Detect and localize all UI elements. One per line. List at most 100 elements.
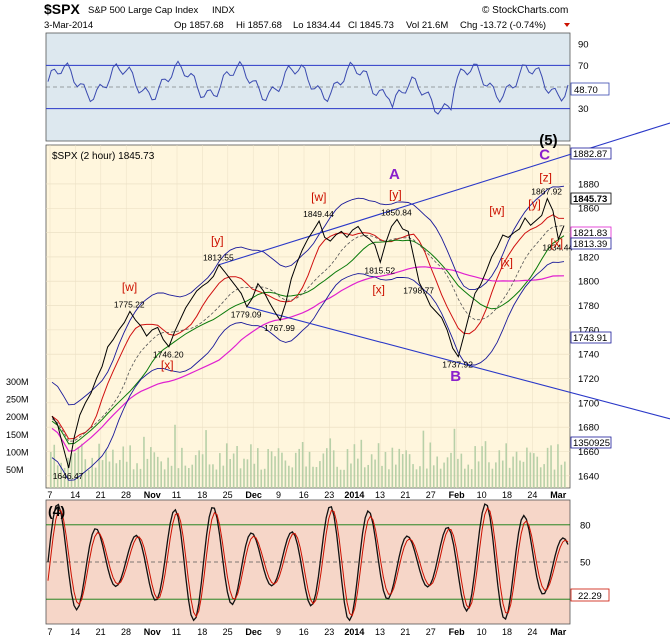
x-tick-label: 24: [527, 490, 537, 500]
volume-bar: [181, 447, 183, 488]
volume-bar: [539, 467, 542, 488]
price-tick-label: 1760: [578, 325, 599, 336]
volume-bar: [198, 450, 200, 488]
volume-bar: [87, 469, 90, 488]
volume-bar: [401, 454, 404, 488]
x-tick-label: 11: [172, 627, 181, 637]
x-tick-label: 18: [197, 627, 207, 637]
value-tag: [570, 147, 612, 160]
volume-bar: [232, 453, 235, 488]
value-tag-label: 1821.83: [573, 228, 607, 239]
price-point-label: 1767.99: [264, 323, 295, 333]
volume-bar: [246, 459, 249, 488]
volume-bar: [160, 461, 162, 488]
wave-label: [w]: [122, 280, 137, 294]
value-tag-label: 1813.39: [573, 239, 607, 250]
volume-bar: [326, 448, 328, 488]
volume-bar: [405, 450, 407, 488]
x-tick-label: 23: [324, 490, 334, 500]
x-tick-label: 25: [223, 490, 233, 500]
price-point-label: 1746.20: [153, 350, 184, 360]
wave-label: C: [539, 147, 550, 164]
volume-bar: [477, 461, 480, 488]
wave-label: A: [389, 166, 400, 183]
change-value: Chg -13.72 (-0.74%): [460, 20, 546, 31]
x-tick-label: 16: [299, 490, 309, 500]
volume-value: Vol 21.6M: [406, 20, 448, 31]
volume-bar: [77, 447, 80, 488]
volume-bar: [98, 443, 100, 488]
volume-bar: [495, 462, 497, 488]
x-tick-label: 10: [477, 627, 487, 637]
x-tick-label: 18: [502, 627, 512, 637]
x-tick-label: Nov: [144, 490, 161, 500]
volume-tick-label: 50M: [6, 465, 24, 475]
volume-bar: [367, 464, 369, 488]
volume-bar: [481, 446, 483, 488]
stoch-last-tag: [570, 588, 610, 602]
volume-bar: [308, 451, 311, 488]
volume-bar: [557, 444, 559, 488]
volume-bar: [225, 443, 228, 488]
volume-bar: [512, 456, 514, 488]
volume-bar: [50, 452, 52, 488]
price-line: [51, 197, 565, 469]
dotted-ma-line: [51, 225, 565, 442]
value-tag-label: 1743.91: [573, 333, 607, 344]
price-tick-label: 1720: [578, 374, 599, 385]
volume-bar: [281, 452, 283, 488]
x-tick-label: 10: [477, 490, 487, 500]
volume-bar: [222, 465, 225, 488]
volume-bar: [274, 456, 276, 488]
stoch-panel: (4) 80 50 22.29: [45, 499, 610, 625]
volume-tick-label: 200M: [6, 412, 29, 422]
volume-bar: [129, 445, 131, 488]
volume-bar: [453, 428, 456, 488]
stoch-fast-line: [47, 503, 569, 622]
volume-bar: [163, 469, 166, 488]
date-label: 3-Mar-2014: [44, 20, 93, 31]
volume-tick-label: 100M: [6, 447, 29, 457]
volume-bar: [170, 465, 173, 488]
volume-bar: [426, 468, 428, 488]
lower-trendline: [246, 306, 670, 420]
open-value: Op 1857.68: [174, 20, 224, 31]
x-tick-label: 13: [375, 627, 385, 637]
volume-bar: [360, 439, 363, 488]
volume-bar: [446, 457, 449, 488]
volume-bar: [529, 452, 532, 488]
value-tag: [570, 331, 612, 344]
volume-bar: [498, 450, 501, 488]
volume-bar: [415, 469, 418, 488]
volume-bar: [543, 464, 545, 488]
volume-bar: [488, 462, 490, 488]
x-tick-label: 14: [70, 627, 80, 637]
price-tick-label: 1700: [578, 398, 599, 409]
volume-bar: [229, 458, 231, 488]
volume-bar: [519, 460, 521, 488]
volume-bar: [298, 448, 300, 488]
x-tick-label: 21: [96, 490, 106, 500]
volume-bar: [146, 458, 149, 488]
volume-bar: [422, 430, 425, 488]
volume-bar: [174, 424, 176, 488]
price-point-label: 1798.77: [403, 286, 434, 296]
x-tick-label: 9: [276, 627, 281, 637]
volume-bar: [336, 466, 338, 488]
volume-bar: [515, 451, 518, 488]
volume-bar: [122, 446, 125, 488]
volume-bar: [253, 463, 256, 488]
volume-tick-label: 250M: [6, 395, 29, 405]
volume-bar: [153, 452, 156, 488]
x-tick-label: 11: [172, 490, 181, 500]
volume-bar: [219, 453, 221, 488]
volume-bar: [188, 468, 190, 488]
volume-bar: [526, 447, 528, 488]
volume-bar: [508, 467, 511, 488]
rsi-tick-label: 90: [578, 39, 589, 50]
wave-label: [x]: [161, 358, 174, 372]
x-tick-label: 13: [375, 490, 385, 500]
volume-bar: [115, 463, 118, 488]
wave-label: B: [450, 368, 461, 385]
